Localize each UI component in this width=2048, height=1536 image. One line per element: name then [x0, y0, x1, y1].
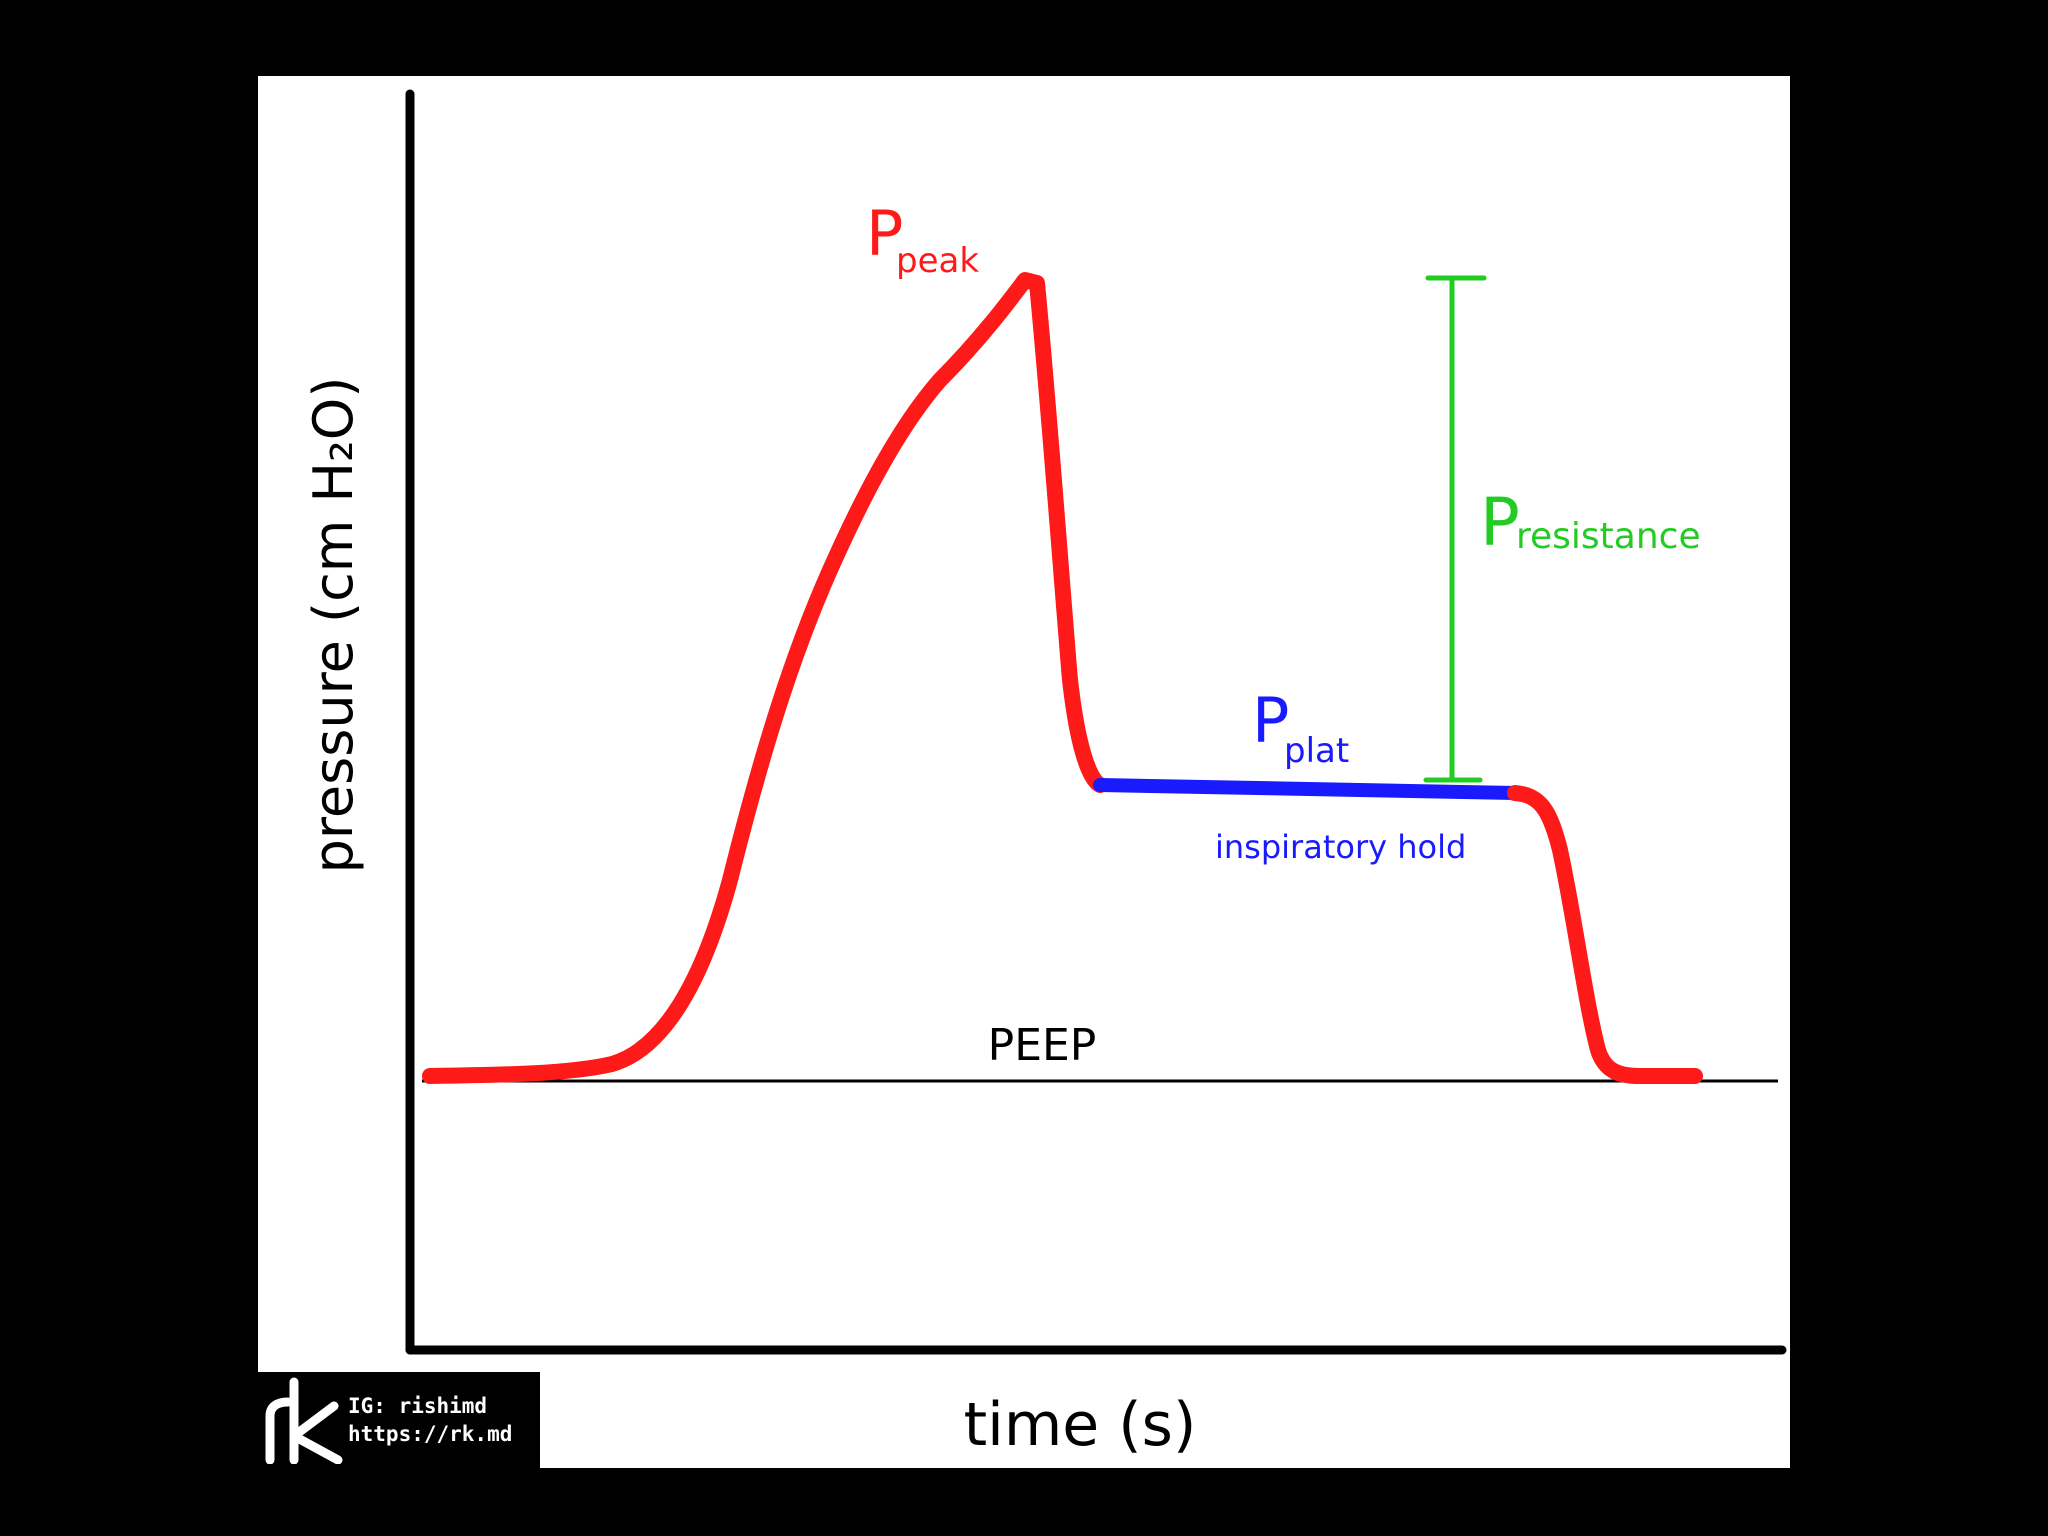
- p-plat-main: P: [1252, 684, 1289, 757]
- watermark-text: IG: rishimd https://rk.md: [348, 1392, 512, 1448]
- y-axis-label: pressure (cm H₂O): [302, 377, 365, 874]
- peep-label: PEEP: [988, 1020, 1097, 1071]
- p-resistance-label: P resistance: [1480, 484, 1701, 561]
- p-resistance-main: P: [1480, 484, 1520, 561]
- p-peak-sub: peak: [896, 241, 979, 281]
- p-plat-label: P plat: [1252, 684, 1349, 771]
- watermark: IG: rishimd https://rk.md: [258, 1372, 540, 1468]
- watermark-line2: https://rk.md: [348, 1422, 513, 1446]
- diagram-panel: [258, 76, 1790, 1468]
- watermark-line1: IG: rishimd: [348, 1394, 488, 1418]
- pressure-curve-fall: [1507, 785, 1703, 1084]
- resistance-bracket: [1423, 275, 1487, 783]
- x-axis-label: time (s): [964, 1390, 1197, 1460]
- p-peak-main: P: [866, 197, 903, 270]
- rk-logo-icon: [265, 1377, 343, 1464]
- inspiratory-hold-label: inspiratory hold: [1215, 828, 1466, 866]
- p-plat-sub: plat: [1284, 731, 1349, 771]
- p-peak-label: P peak: [866, 197, 979, 281]
- plateau-line: [1093, 778, 1522, 800]
- p-resistance-sub: resistance: [1516, 516, 1701, 557]
- pressure-curve-rise: [422, 272, 1108, 1084]
